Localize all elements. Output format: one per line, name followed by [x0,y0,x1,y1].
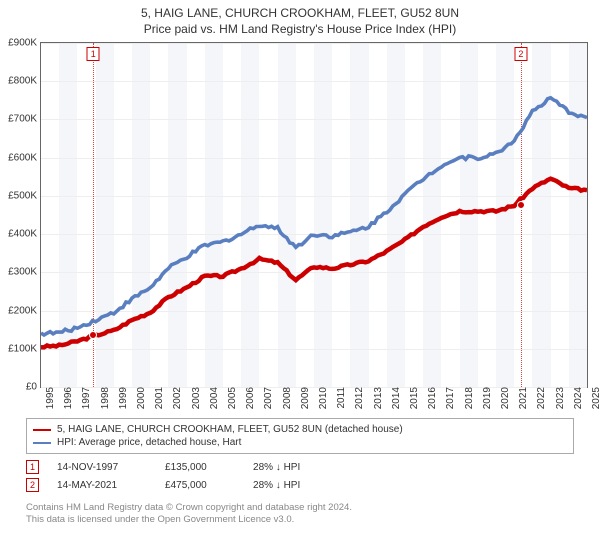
y-axis-label: £600K [8,152,41,163]
x-axis-label: 2007 [261,387,274,409]
x-axis-label: 2020 [498,387,511,409]
chart-container: 5, HAIG LANE, CHURCH CROOKHAM, FLEET, GU… [0,0,600,560]
sale-marker-badge: 2 [514,47,527,61]
x-axis-label: 2004 [207,387,220,409]
legend-label: HPI: Average price, detached house, Hart [57,437,241,448]
sale-row: 1 14-NOV-1997 £135,000 28% ↓ HPI [26,458,574,476]
x-axis-label: 2019 [480,387,493,409]
y-axis-label: £200K [8,305,41,316]
x-axis-label: 2010 [316,387,329,409]
x-axis-label: 2000 [134,387,147,409]
legend-swatch [33,442,51,444]
plot-region: 12 £0£100K£200K£300K£400K£500K£600K£700K… [40,42,588,388]
y-axis-label: £500K [8,190,41,201]
x-axis-label: 1995 [43,387,56,409]
sale-price: £135,000 [165,462,235,473]
footer-line2: This data is licensed under the Open Gov… [26,514,574,526]
sale-price: £475,000 [165,480,235,491]
x-axis-label: 2023 [553,387,566,409]
y-axis-label: £800K [8,76,41,87]
x-axis-label: 2013 [371,387,384,409]
x-axis-label: 2024 [571,387,584,409]
x-axis-label: 2012 [352,387,365,409]
sale-marker-dot [517,201,525,209]
x-axis-label: 2006 [243,387,256,409]
chart-area: 12 £0£100K£200K£300K£400K£500K£600K£700K… [40,42,588,412]
sale-date: 14-MAY-2021 [57,480,147,491]
y-axis-label: £300K [8,267,41,278]
x-axis-label: 2016 [425,387,438,409]
y-axis-label: £100K [8,343,41,354]
series-property [41,179,587,348]
footer-attribution: Contains HM Land Registry data © Crown c… [26,502,574,527]
x-axis-label: 2018 [462,387,475,409]
legend: 5, HAIG LANE, CHURCH CROOKHAM, FLEET, GU… [26,418,574,454]
x-axis-label: 2001 [152,387,165,409]
x-axis-label: 2022 [534,387,547,409]
x-axis-label: 1996 [61,387,74,409]
footer-line1: Contains HM Land Registry data © Crown c… [26,502,574,514]
chart-title: 5, HAIG LANE, CHURCH CROOKHAM, FLEET, GU… [0,0,600,20]
sale-row: 2 14-MAY-2021 £475,000 28% ↓ HPI [26,476,574,494]
x-axis-label: 2002 [170,387,183,409]
x-axis-label: 2008 [280,387,293,409]
sale-badge: 2 [26,478,39,492]
y-axis-label: £0 [26,382,41,393]
sale-diff: 28% ↓ HPI [253,462,300,473]
x-axis-label: 2005 [225,387,238,409]
sale-diff: 28% ↓ HPI [253,480,300,491]
x-axis-label: 2021 [516,387,529,409]
sale-marker-dot [89,331,97,339]
chart-subtitle: Price paid vs. HM Land Registry's House … [0,20,600,42]
x-axis-label: 2015 [407,387,420,409]
sale-marker-badge: 1 [87,47,100,61]
legend-row: 5, HAIG LANE, CHURCH CROOKHAM, FLEET, GU… [33,423,567,436]
y-axis-label: £700K [8,114,41,125]
x-axis-label: 2017 [443,387,456,409]
legend-swatch [33,429,51,431]
sales-table: 1 14-NOV-1997 £135,000 28% ↓ HPI 2 14-MAY-202… [26,458,574,494]
x-axis-label: 1998 [98,387,111,409]
x-axis-label: 2014 [389,387,402,409]
y-axis-label: £400K [8,229,41,240]
x-axis-label: 2025 [589,387,600,409]
legend-label: 5, HAIG LANE, CHURCH CROOKHAM, FLEET, GU… [57,424,403,435]
x-axis-label: 2011 [334,387,347,409]
legend-row: HPI: Average price, detached house, Hart [33,436,567,449]
sale-badge: 1 [26,460,39,474]
x-axis-label: 2009 [298,387,311,409]
series-hpi [41,98,587,335]
sale-date: 14-NOV-1997 [57,462,147,473]
x-axis-label: 2003 [189,387,202,409]
y-axis-label: £900K [8,38,41,49]
x-axis-label: 1999 [116,387,129,409]
x-axis-label: 1997 [79,387,92,409]
line-series [41,43,587,387]
